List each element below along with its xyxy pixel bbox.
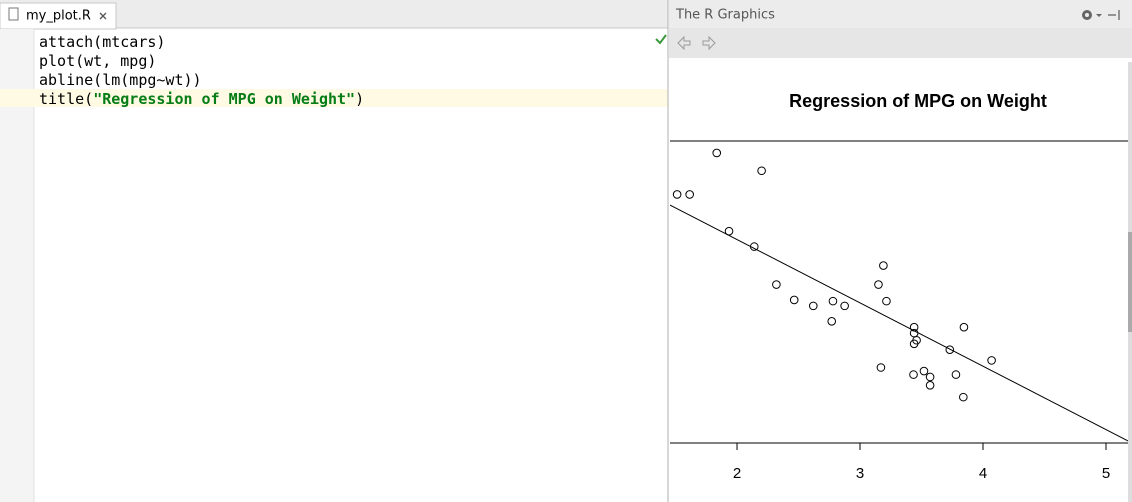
code-token: ) — [355, 90, 364, 108]
point — [909, 370, 918, 379]
point — [919, 366, 929, 376]
point — [672, 190, 682, 199]
point — [789, 295, 799, 305]
file-icon — [8, 7, 19, 21]
point — [772, 280, 781, 289]
point — [749, 242, 759, 251]
close-icon[interactable] — [99, 12, 107, 20]
code-token: "Regression of MPG on Weight" — [93, 90, 355, 108]
point — [959, 392, 968, 402]
forward-button[interactable] — [702, 35, 716, 51]
x-tick-label: 2 — [733, 465, 741, 482]
point — [882, 296, 891, 306]
gear-icon[interactable] — [1082, 10, 1092, 20]
current-line — [0, 89, 668, 107]
code-line: title("Regression of MPG on Weight") — [39, 90, 364, 108]
point — [925, 372, 935, 382]
code-line: attach(mtcars) — [39, 33, 165, 51]
point — [959, 322, 969, 332]
point — [724, 226, 734, 236]
point — [909, 339, 919, 349]
code-token: title( — [39, 90, 93, 108]
point — [925, 380, 935, 390]
gutter — [0, 29, 34, 502]
point — [874, 280, 883, 289]
hide-icon[interactable] — [1108, 10, 1120, 20]
plot-title: Regression of MPG on Weight — [789, 91, 1047, 111]
code-token: plot(wt, mpg) — [39, 52, 156, 70]
regression-line — [670, 204, 1128, 442]
point — [951, 370, 961, 379]
x-tick-label: 4 — [979, 465, 987, 482]
point — [945, 345, 955, 355]
code-token: abline(lm(mpg~wt)) — [39, 71, 202, 89]
point — [987, 356, 996, 365]
panel-title: The R Graphics — [675, 8, 775, 23]
code-token: attach(mtcars) — [39, 33, 165, 51]
point — [808, 301, 818, 311]
point — [840, 301, 849, 311]
point — [879, 261, 888, 270]
tab-label: my_plot.R — [26, 9, 91, 24]
panel-header — [669, 0, 1132, 28]
x-tick-label: 5 — [1102, 465, 1110, 482]
toolbar — [669, 28, 1132, 58]
back-button[interactable] — [677, 35, 691, 51]
point — [909, 322, 919, 332]
x-tick-label: 3 — [856, 465, 864, 482]
point — [712, 148, 722, 158]
check-icon — [655, 34, 667, 45]
point — [876, 363, 886, 372]
point — [828, 296, 838, 306]
code-line: abline(lm(mpg~wt)) — [39, 71, 202, 89]
code-line: plot(wt, mpg) — [39, 52, 156, 70]
tab[interactable] — [0, 2, 117, 30]
point — [685, 190, 694, 199]
point — [827, 316, 837, 326]
point — [757, 166, 766, 176]
